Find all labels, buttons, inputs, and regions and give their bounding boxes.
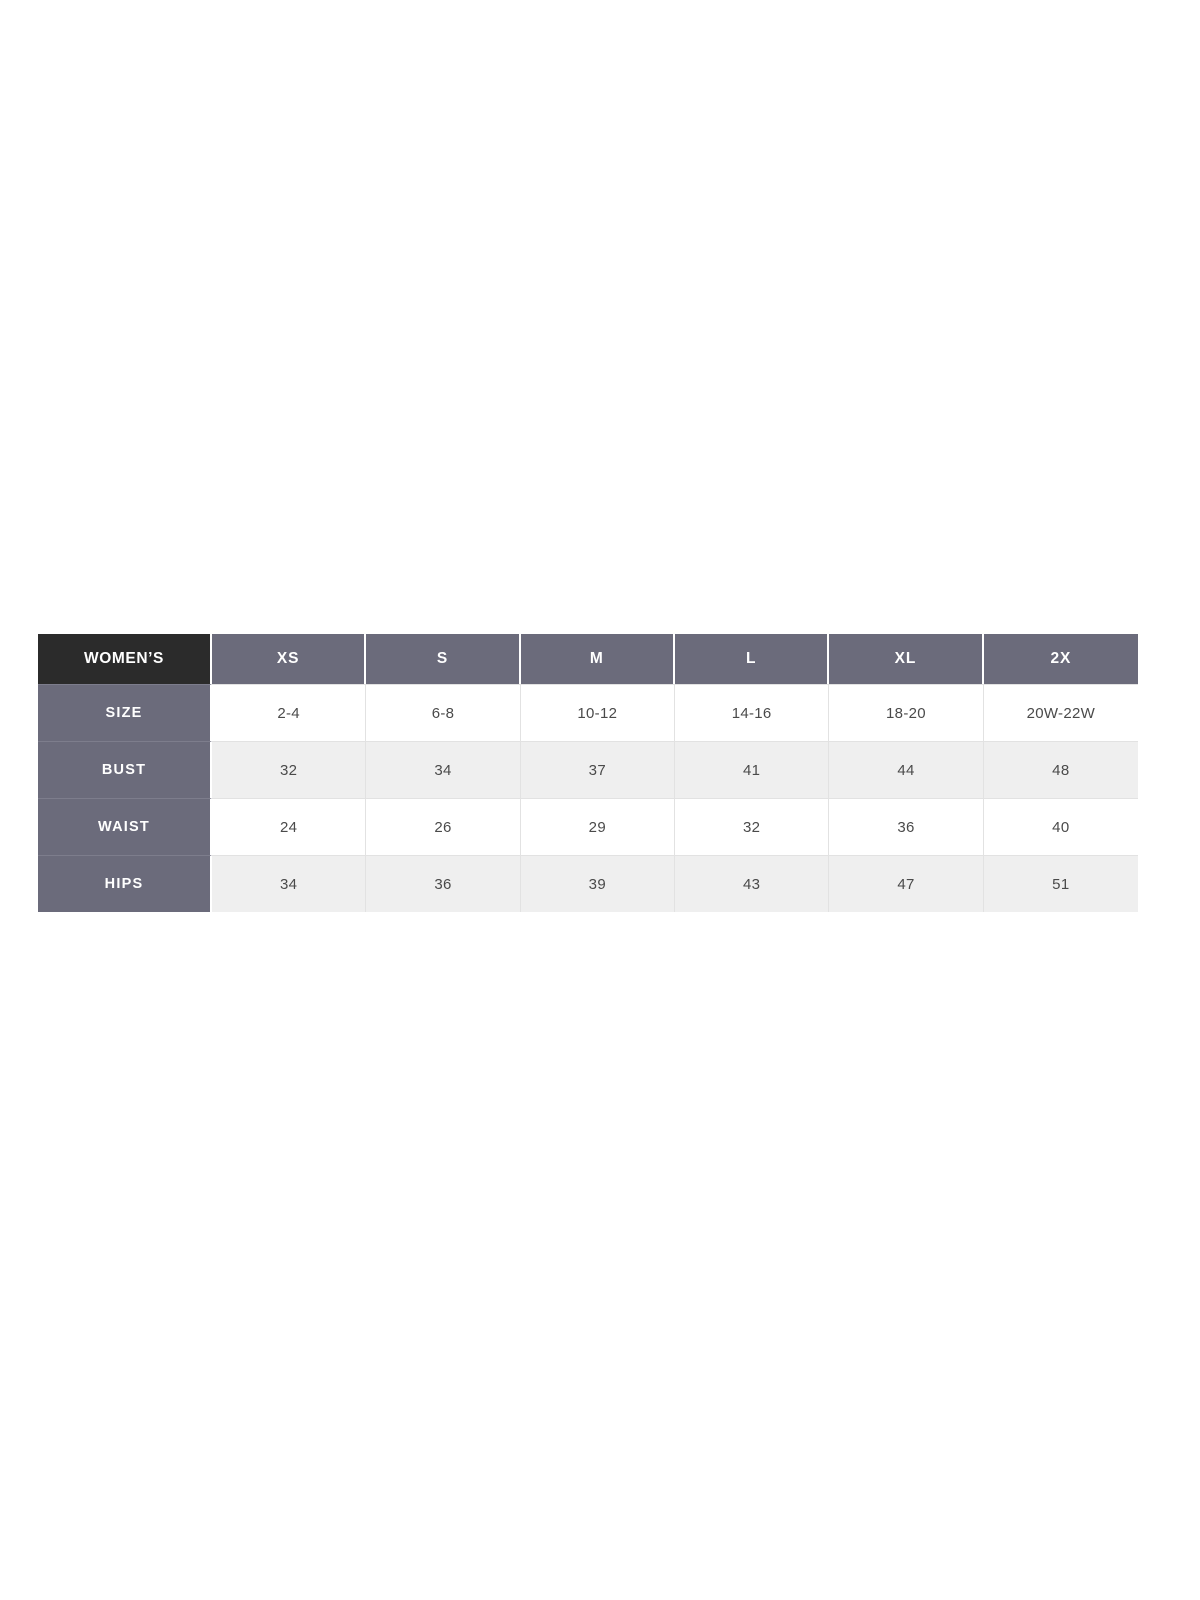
cell-bust-2x: 48 bbox=[983, 741, 1138, 798]
cell-bust-xs: 32 bbox=[212, 741, 367, 798]
row-label-bust: BUST bbox=[38, 741, 212, 798]
table-header: WOMEN’S XS S M L XL 2X bbox=[38, 634, 1138, 684]
cell-waist-xl: 36 bbox=[829, 798, 984, 855]
cell-bust-l: 41 bbox=[674, 741, 830, 798]
cell-waist-2x: 40 bbox=[983, 798, 1138, 855]
cell-hips-xs: 34 bbox=[212, 855, 367, 912]
cell-waist-xs: 24 bbox=[212, 798, 367, 855]
table-row: HIPS 34 36 39 43 47 51 bbox=[38, 855, 1138, 912]
header-row: WOMEN’S XS S M L XL 2X bbox=[38, 634, 1138, 684]
cell-waist-m: 29 bbox=[520, 798, 675, 855]
table-body: SIZE 2-4 6-8 10-12 14-16 18-20 20W-22W B… bbox=[38, 684, 1138, 912]
column-header-l: L bbox=[674, 634, 830, 684]
cell-bust-m: 37 bbox=[520, 741, 675, 798]
row-label-waist: WAIST bbox=[38, 798, 212, 855]
row-label-size: SIZE bbox=[38, 684, 212, 741]
table-row: BUST 32 34 37 41 44 48 bbox=[38, 741, 1138, 798]
cell-waist-s: 26 bbox=[366, 798, 521, 855]
column-header-s: S bbox=[366, 634, 521, 684]
column-header-2x: 2X bbox=[983, 634, 1138, 684]
cell-hips-l: 43 bbox=[674, 855, 830, 912]
cell-size-2x: 20W-22W bbox=[983, 684, 1138, 741]
table-row: WAIST 24 26 29 32 36 40 bbox=[38, 798, 1138, 855]
cell-size-m: 10-12 bbox=[520, 684, 675, 741]
cell-size-s: 6-8 bbox=[366, 684, 521, 741]
cell-size-l: 14-16 bbox=[674, 684, 830, 741]
table-title-cell: WOMEN’S bbox=[38, 634, 212, 684]
cell-size-xs: 2-4 bbox=[212, 684, 367, 741]
cell-hips-2x: 51 bbox=[983, 855, 1138, 912]
column-header-xl: XL bbox=[829, 634, 984, 684]
cell-hips-xl: 47 bbox=[829, 855, 984, 912]
cell-hips-s: 36 bbox=[366, 855, 521, 912]
cell-waist-l: 32 bbox=[674, 798, 830, 855]
womens-size-chart-table: WOMEN’S XS S M L XL 2X SIZE 2-4 6-8 10-1… bbox=[38, 634, 1138, 912]
column-header-xs: XS bbox=[212, 634, 367, 684]
row-label-hips: HIPS bbox=[38, 855, 212, 912]
cell-bust-s: 34 bbox=[366, 741, 521, 798]
cell-hips-m: 39 bbox=[520, 855, 675, 912]
size-chart-container: WOMEN’S XS S M L XL 2X SIZE 2-4 6-8 10-1… bbox=[38, 634, 1138, 912]
table-row: SIZE 2-4 6-8 10-12 14-16 18-20 20W-22W bbox=[38, 684, 1138, 741]
cell-size-xl: 18-20 bbox=[829, 684, 984, 741]
cell-bust-xl: 44 bbox=[829, 741, 984, 798]
column-header-m: M bbox=[520, 634, 675, 684]
